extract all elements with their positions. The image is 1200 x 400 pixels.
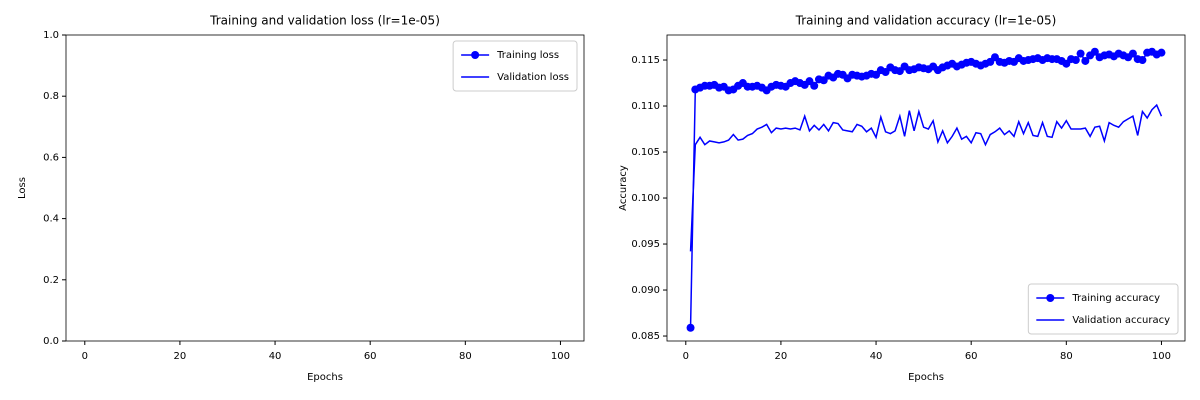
y-tick-label: 0.6 — [43, 152, 59, 163]
legend-marker — [471, 51, 480, 59]
chart-title: Training and validation loss (lr=1e-05) — [209, 14, 440, 28]
point — [1128, 49, 1137, 58]
point — [1138, 56, 1147, 65]
legend-box — [452, 40, 578, 92]
point — [1081, 56, 1090, 65]
x-tick-label: 0 — [82, 351, 88, 362]
point — [1090, 47, 1099, 56]
x-tick-label: 60 — [364, 351, 377, 362]
legend-label: Validation loss — [497, 72, 569, 83]
series-line — [689, 103, 1163, 252]
legend-label: Training loss — [496, 50, 559, 61]
y-tick-label: 0.085 — [631, 331, 660, 342]
chart-title: Training and validation accuracy (lr=1e-… — [795, 14, 1057, 28]
axes-frame — [666, 34, 1186, 342]
x-tick-label: 40 — [870, 351, 883, 362]
y-axis-label: Accuracy — [618, 165, 629, 211]
y-tick-label: 0.0 — [43, 336, 59, 347]
x-tick-label: 80 — [459, 351, 472, 362]
plot-area — [686, 47, 1166, 332]
y-axis-label: Loss — [17, 177, 28, 199]
point — [1071, 56, 1080, 65]
y-tick-label: 0.090 — [631, 285, 660, 296]
y-tick-label: 0.100 — [631, 193, 660, 204]
x-tick-label: 60 — [965, 351, 978, 362]
y-tick-label: 1.0 — [43, 30, 59, 41]
x-tick-label: 100 — [551, 351, 570, 362]
point — [1076, 49, 1085, 58]
x-tick-label: 20 — [775, 351, 788, 362]
point — [810, 81, 819, 90]
x-tick-label: 20 — [174, 351, 187, 362]
x-axis-label: Epochs — [908, 372, 944, 383]
y-tick-label: 0.095 — [631, 239, 660, 250]
point — [1157, 48, 1166, 57]
x-tick-label: 0 — [683, 351, 689, 362]
legend: Training accuracy Validation accuracy — [1027, 283, 1179, 335]
x-tick-label: 100 — [1152, 351, 1171, 362]
legend: Training loss Validation loss — [452, 40, 578, 92]
y-tick-label: 0.2 — [43, 275, 59, 286]
legend-box — [1027, 283, 1179, 335]
point — [686, 323, 695, 332]
y-tick-label: 0.4 — [43, 214, 59, 225]
x-axis-label: Epochs — [307, 372, 343, 383]
y-tick-label: 0.105 — [631, 147, 660, 158]
y-tick-label: 0.115 — [631, 55, 660, 66]
x-tick-label: 80 — [1060, 351, 1073, 362]
x-tick-label: 40 — [269, 351, 282, 362]
y-tick-label: 0.8 — [43, 91, 59, 102]
axes-frame — [65, 34, 585, 342]
y-tick-label: 0.110 — [631, 101, 660, 112]
legend-label: Validation accuracy — [1072, 315, 1170, 326]
legend-marker — [1046, 294, 1055, 302]
legend-label: Training accuracy — [1071, 293, 1160, 304]
